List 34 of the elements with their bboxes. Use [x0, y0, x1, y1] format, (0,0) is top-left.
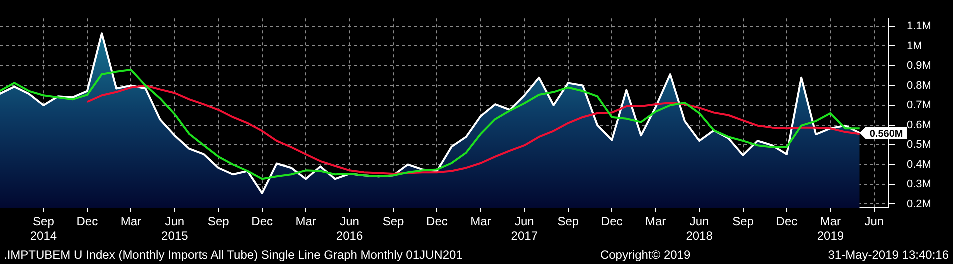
y-tick-label: 0.3M [907, 178, 932, 191]
y-tick-label: 0.9M [907, 60, 932, 72]
x-tick-label: Jun 2017 [511, 214, 538, 244]
x-tick-label: Dec [776, 214, 798, 229]
x-tick-label: Sep [558, 214, 580, 229]
x-tick-label: Mar [120, 214, 142, 229]
text: Copyright© 2019 [600, 247, 691, 263]
y-tick-label: 1.1M [907, 20, 932, 33]
x-tick-label: Sep [732, 214, 754, 229]
annotation: 0.560M [870, 128, 904, 140]
x-tick-label: Dec [252, 214, 273, 229]
x-tick-label: Jun 2015 [162, 214, 189, 244]
y-tick-label: 0.5M [907, 139, 932, 152]
x-tick-label: Sep [382, 214, 404, 229]
x-tick-label: Mar [296, 214, 316, 229]
x-tick-label: Dec [426, 214, 448, 229]
x-tick-label: Mar [470, 214, 492, 229]
y-tick-label: 0.4M [907, 158, 932, 171]
y-tick-label: 0.2M [907, 198, 932, 210]
x-tick-label: Mar 2019 [817, 214, 844, 244]
text: 31-May-2019 13:40:16 [828, 247, 949, 263]
text: .IMPTUBEM U Index (Monthly Imports All Tube) Single Line Graph Monthly 01JUN201 [4, 247, 463, 263]
x-tick-label: Dec [601, 214, 623, 229]
y-tick-label: 0.7M [907, 100, 932, 112]
x-tick-label: Dec [76, 214, 98, 229]
x-tick-label: Jun 2016 [336, 214, 364, 244]
x-tick-label: Mar [645, 214, 666, 229]
x-tick-label: Jun [864, 214, 884, 229]
x-tick-label: Sep [208, 214, 230, 229]
y-tick-label: 0.8M [907, 80, 932, 92]
x-tick-label: Sep 2014 [30, 214, 58, 244]
y-tick-label: 1M [907, 40, 922, 52]
y-tick-label: 0.6M [907, 119, 932, 132]
x-tick-label: Jun 2018 [686, 214, 714, 244]
